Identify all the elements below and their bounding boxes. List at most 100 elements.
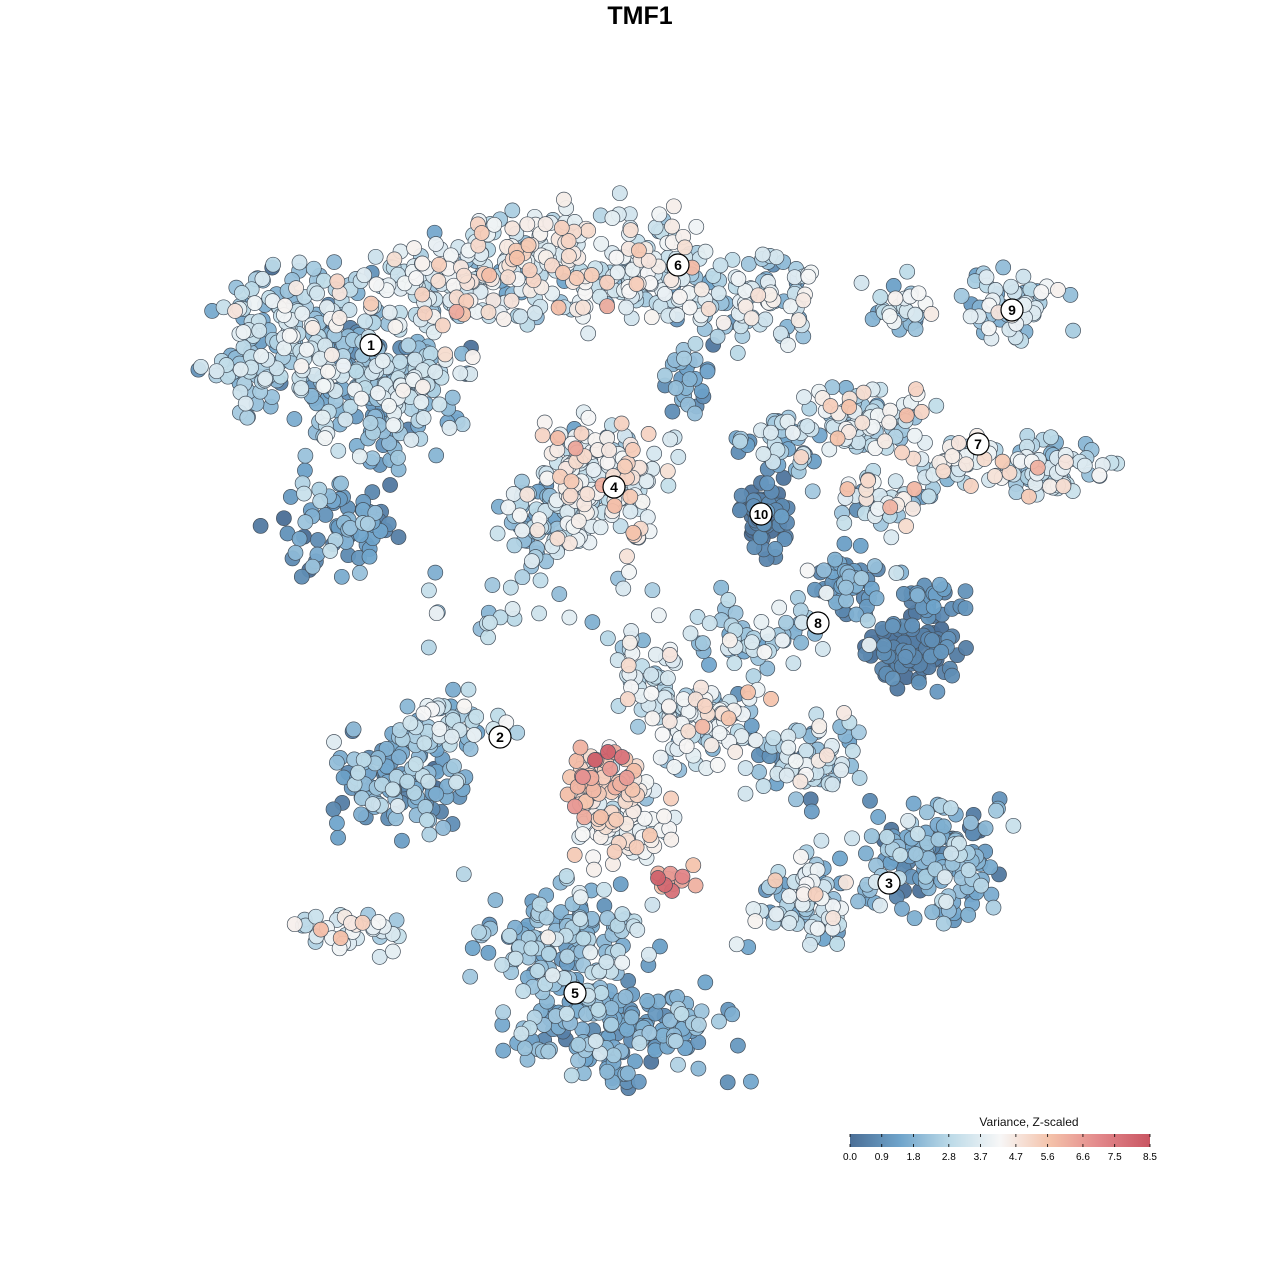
data-point	[724, 1006, 741, 1023]
data-point	[1033, 284, 1050, 301]
data-point	[767, 541, 784, 557]
data-point	[556, 191, 572, 208]
data-point	[593, 235, 610, 252]
data-point	[888, 565, 905, 581]
data-point	[304, 558, 321, 575]
data-point	[286, 916, 303, 933]
data-point	[906, 481, 923, 497]
data-point	[614, 954, 631, 971]
data-point	[237, 395, 254, 412]
cluster-label-8: 8	[806, 611, 830, 635]
data-point	[737, 760, 754, 776]
data-point	[437, 346, 454, 363]
data-point	[599, 274, 616, 291]
data-point	[690, 1060, 707, 1077]
data-point	[944, 448, 961, 464]
data-point	[227, 303, 243, 319]
data-point	[756, 644, 773, 661]
data-point	[480, 304, 497, 320]
data-point	[773, 508, 790, 525]
data-point	[747, 913, 764, 929]
data-point	[509, 250, 525, 266]
data-point	[803, 803, 820, 820]
data-point	[357, 313, 373, 330]
data-point	[504, 202, 521, 219]
data-point	[881, 308, 898, 325]
data-point	[471, 924, 487, 941]
data-point	[590, 1001, 607, 1018]
data-point	[504, 220, 521, 237]
data-point	[836, 515, 853, 531]
data-point	[977, 820, 994, 837]
data-point	[389, 798, 406, 814]
data-point	[503, 292, 520, 309]
data-point	[445, 681, 461, 698]
data-point	[908, 381, 924, 398]
data-point	[763, 424, 779, 441]
data-point	[337, 411, 354, 428]
data-point	[652, 938, 668, 955]
data-point	[663, 831, 680, 848]
data-point	[572, 739, 589, 756]
data-point	[882, 499, 899, 516]
colorbar-title: Variance, Z-scaled	[979, 1115, 1079, 1129]
data-point	[513, 1025, 530, 1042]
data-point	[500, 269, 516, 286]
data-point	[755, 778, 772, 794]
data-point	[906, 910, 923, 927]
data-point	[774, 632, 791, 649]
data-point	[667, 380, 684, 396]
data-point	[813, 832, 830, 849]
data-point	[709, 757, 726, 773]
data-point	[630, 1073, 647, 1090]
data-point	[781, 888, 797, 905]
colorbar-tick-label: 0.9	[875, 1152, 889, 1163]
data-point	[759, 660, 776, 677]
data-point	[942, 800, 959, 817]
data-point	[313, 921, 329, 938]
data-point	[566, 847, 583, 863]
data-point	[466, 727, 483, 743]
data-point	[296, 485, 312, 502]
data-point	[782, 298, 799, 315]
cluster-label-2: 2	[488, 725, 512, 749]
data-point	[291, 530, 308, 547]
data-point	[913, 404, 930, 420]
data-point	[364, 484, 381, 500]
data-point	[505, 486, 522, 502]
data-point	[408, 270, 425, 287]
data-point	[254, 271, 271, 287]
data-point	[905, 795, 922, 812]
data-point	[631, 242, 647, 259]
data-point	[362, 415, 379, 431]
data-point	[345, 721, 362, 738]
data-point	[434, 317, 451, 334]
data-point	[850, 893, 866, 910]
data-point	[780, 337, 796, 353]
data-point	[486, 216, 503, 233]
data-point	[593, 985, 610, 1001]
data-point	[374, 353, 391, 369]
data-point	[353, 806, 369, 823]
data-point	[872, 897, 888, 914]
data-point	[944, 667, 960, 684]
data-point	[406, 240, 422, 256]
data-point	[293, 358, 310, 375]
data-point	[232, 361, 249, 378]
data-point	[580, 222, 597, 239]
data-point	[464, 349, 481, 365]
data-point	[514, 522, 531, 539]
data-point	[329, 815, 345, 831]
data-point	[701, 656, 717, 673]
data-point	[895, 586, 912, 602]
data-point	[420, 773, 437, 790]
data-point	[480, 944, 497, 961]
data-point	[350, 764, 366, 781]
data-point	[615, 580, 632, 597]
data-point	[325, 801, 342, 818]
data-point	[986, 468, 1003, 485]
data-point	[402, 715, 419, 732]
data-point	[644, 710, 661, 727]
data-point	[277, 297, 293, 314]
